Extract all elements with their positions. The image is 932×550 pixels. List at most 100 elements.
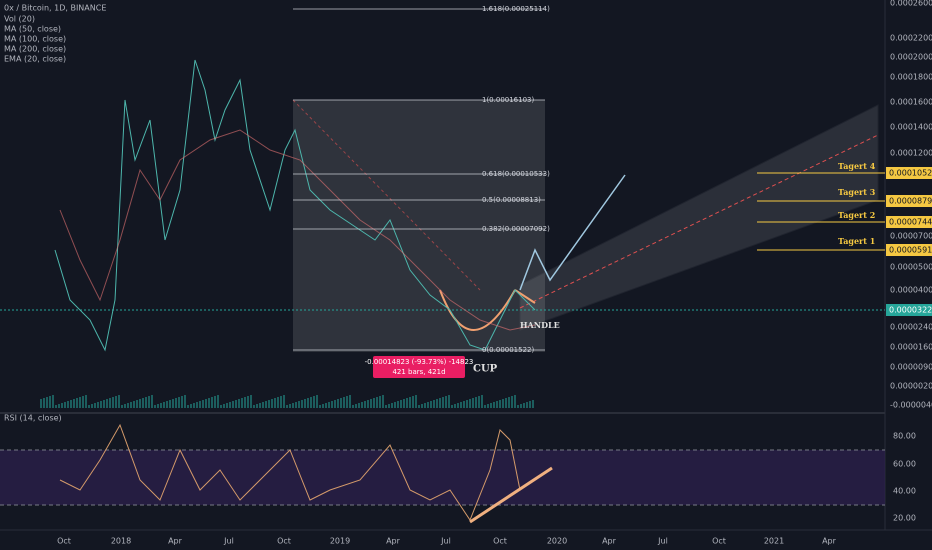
volume-bar [355, 404, 357, 408]
volume-bar [58, 404, 60, 408]
volume-bar [193, 403, 195, 408]
time-label: Oct [493, 537, 507, 546]
volume-bar [508, 397, 510, 408]
volume-bar [205, 399, 207, 408]
volume-bar [514, 395, 516, 408]
volume-bar [166, 401, 168, 408]
volume-bar [526, 402, 528, 408]
volume-bar [361, 402, 363, 408]
volume-bar [379, 396, 381, 408]
volume-bar [400, 400, 402, 408]
fib-label: 1(0.00016103) [482, 96, 534, 104]
volume-bar [49, 396, 51, 408]
volume-bar [319, 405, 321, 408]
volume-bar [283, 395, 285, 408]
volume-bar [76, 398, 78, 408]
last-price-box [886, 304, 932, 316]
volume-bar [532, 400, 534, 408]
volume-bar [196, 402, 198, 408]
volume-bar [322, 404, 324, 408]
target-label: Tagert 4 [838, 161, 876, 171]
rsi-axis-label: 20.00 [893, 514, 916, 523]
volume-bar [73, 399, 75, 408]
fib-label: 0.5(0.00008813) [482, 196, 541, 204]
price-label: 0.00000200 [890, 382, 932, 391]
volume-bar [241, 398, 243, 408]
handle-line [514, 289, 536, 304]
volume-bar [280, 396, 282, 408]
volume-bar [178, 397, 180, 408]
volume-bar [304, 399, 306, 408]
volume-bar [313, 396, 315, 408]
indicator: MA (100, close) [4, 35, 66, 44]
time-label: 2018 [111, 537, 131, 546]
volume-bar [238, 399, 240, 408]
volume-bar [382, 395, 384, 408]
price-highlight-label: 0.00005911 [889, 246, 932, 255]
volume-bar [373, 398, 375, 408]
target-label: Tagert 2 [838, 210, 875, 220]
volume-bar [442, 397, 444, 408]
volume-bar [145, 397, 147, 408]
volume-bar [343, 397, 345, 408]
volume-bar [364, 401, 366, 408]
price-path [54, 59, 536, 352]
volume-bar [94, 403, 96, 408]
volume-bar [220, 405, 222, 408]
volume-bar [106, 399, 108, 408]
volume-bar [256, 404, 258, 408]
fib-label: 0(0.00001522) [482, 346, 534, 354]
price-highlight-label: 0.00010521 [889, 169, 932, 178]
volume-bar [334, 400, 336, 408]
volume-bar [130, 402, 132, 408]
volume-bar [274, 398, 276, 408]
price-label: -0.00000400 [890, 401, 932, 410]
volume-bar [217, 395, 219, 408]
volume-bar [505, 398, 507, 408]
price-highlight [886, 244, 932, 256]
volume-bar [208, 398, 210, 408]
volume-bar [43, 398, 45, 408]
volume-bar [187, 405, 189, 408]
volume-bar [310, 397, 312, 408]
rsi-axis-label: 60.00 [893, 460, 916, 469]
volume-bar [511, 396, 513, 408]
volume-bar [517, 405, 519, 408]
volume-bar [301, 400, 303, 408]
volume-bar [472, 398, 474, 408]
time-label: Oct [57, 537, 71, 546]
volume-bar [292, 403, 294, 408]
volume-bar [247, 396, 249, 408]
volume-bar [391, 403, 393, 408]
volume-bar [337, 399, 339, 408]
volume-bar [262, 402, 264, 408]
time-label: 2020 [547, 537, 567, 546]
volume-bar [97, 402, 99, 408]
volume-bar [46, 397, 48, 408]
volume-bar [376, 397, 378, 408]
time-label: 2021 [764, 537, 784, 546]
target-label: Tagert 1 [838, 236, 875, 246]
volume-bar [295, 402, 297, 408]
volume-bar [169, 400, 171, 408]
volume-bar [445, 396, 447, 408]
volume-bar [232, 401, 234, 408]
volume-bar [286, 405, 288, 408]
volume-bar [61, 403, 63, 408]
volume-bar [424, 403, 426, 408]
volume-bar [52, 395, 54, 408]
rsi-trendline [469, 466, 553, 524]
moving-average [59, 129, 536, 331]
volume-bar [211, 397, 213, 408]
volume-bar [367, 400, 369, 408]
volume-bar [298, 401, 300, 408]
volume-bar [490, 403, 492, 408]
volume-bar [316, 395, 318, 408]
time-label: Jul [440, 537, 451, 546]
volume-bar [421, 404, 423, 408]
